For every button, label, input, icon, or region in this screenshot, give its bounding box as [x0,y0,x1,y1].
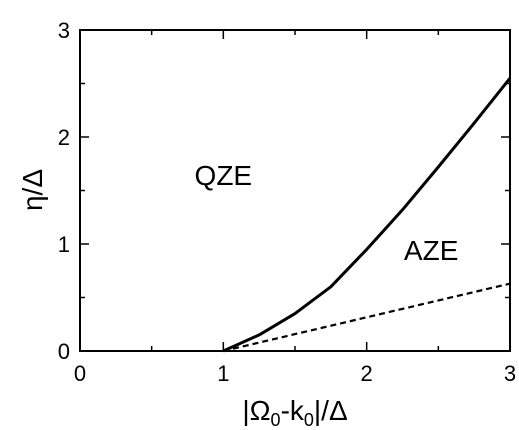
x-tick-label: 0 [74,361,86,386]
y-tick-label: 2 [58,125,70,150]
x-tick-labels: 0 1 2 3 [74,361,516,386]
region-label-aze: AZE [404,235,458,266]
x-axis-label: |Ω0-k0|/Δ [242,395,347,430]
x-tick-label: 1 [217,361,229,386]
y-axis-label: η/Δ [17,169,48,211]
solid-boundary-line [222,77,512,353]
dashed-boundary-line [223,282,511,353]
series-group [222,77,512,353]
axis-ticks [79,29,511,352]
y-tick-labels: 0 1 2 3 [58,18,70,364]
y-tick-label: 0 [58,339,70,364]
x-tick-label: 2 [361,361,373,386]
x-tick-label: 3 [504,361,516,386]
y-tick-label: 3 [58,18,70,43]
annotations: QZE AZE [195,160,459,266]
region-label-qze: QZE [195,160,253,191]
y-tick-label: 1 [58,232,70,257]
plot-frame [79,29,511,352]
